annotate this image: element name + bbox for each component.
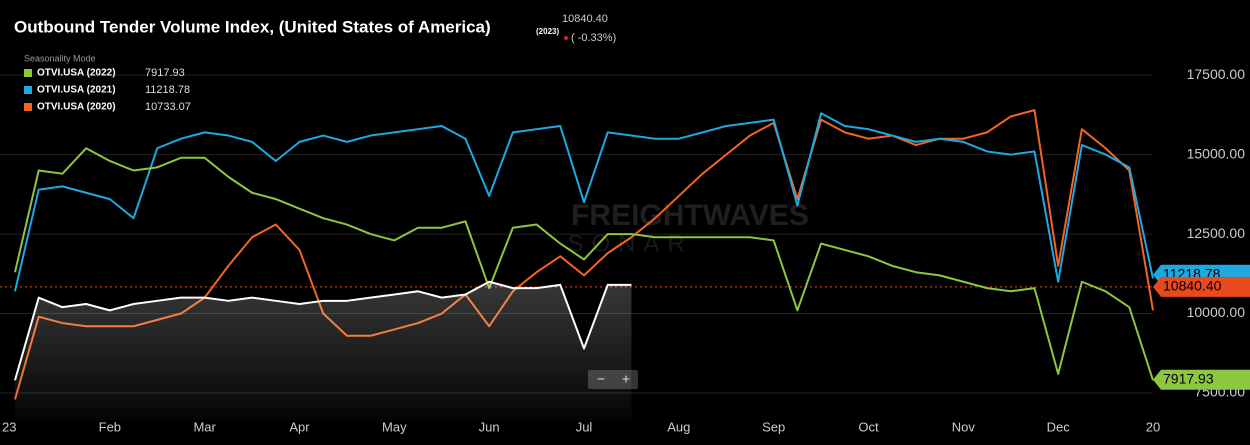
y-tick-label: 10000.00 [1187,304,1246,320]
value-tag: 7917.93 [1153,369,1250,390]
series-line [14,280,632,381]
value-tag-label: 7917.93 [1163,370,1214,386]
legend-swatch [24,103,32,111]
legend-value: 10733.07 [145,101,191,113]
legend-heading: Seasonality Mode [24,53,96,63]
legend-label: OTVI.USA (2021) [37,85,116,96]
series-line [14,147,1154,381]
value-tag-box [1153,276,1250,297]
x-tick-label: Nov [952,419,976,434]
x-tick-label: May [382,419,407,434]
area [15,281,632,420]
chart-title: Outbound Tender Volume Index, (United St… [14,17,491,36]
y-tick-label: 15000.00 [1187,145,1246,161]
header-change: ( -0.33%) [571,32,616,44]
x-tick-label: 23 [2,419,16,434]
x-tick-label: Jun [479,419,500,434]
x-tick-label: Aug [667,419,690,434]
x-tick-label: Dec [1047,419,1071,434]
x-tick-label: Mar [193,419,216,434]
value-tag-box [1153,369,1250,390]
value-tag-label: 10840.40 [1163,278,1222,294]
legend-value: 11218.78 [145,84,190,96]
x-tick-label: 20 [1146,419,1160,434]
series-year: (2023) [536,27,559,36]
legend-swatch [24,69,32,77]
series-line [14,112,1154,292]
x-tick-label: Feb [99,419,121,434]
legend-label: OTVI.USA (2022) [37,68,116,79]
x-tick-label: Jul [576,419,593,434]
watermark: FREIGHTWAVES [571,199,809,232]
value-tag: 10840.40 [1153,276,1250,297]
y-tick-label: 12500.00 [1187,225,1246,241]
y-tick-label: 17500.00 [1187,66,1246,82]
legend-label: OTVI.USA (2020) [37,102,116,113]
header-value: 10840.40 [562,13,608,25]
x-tick-label: Sep [762,419,785,434]
x-tick-label: Apr [289,419,310,434]
change-dot [564,36,568,40]
x-tick-label: Oct [858,419,879,434]
legend-swatch [24,86,32,94]
legend-value: 7917.93 [145,67,185,79]
